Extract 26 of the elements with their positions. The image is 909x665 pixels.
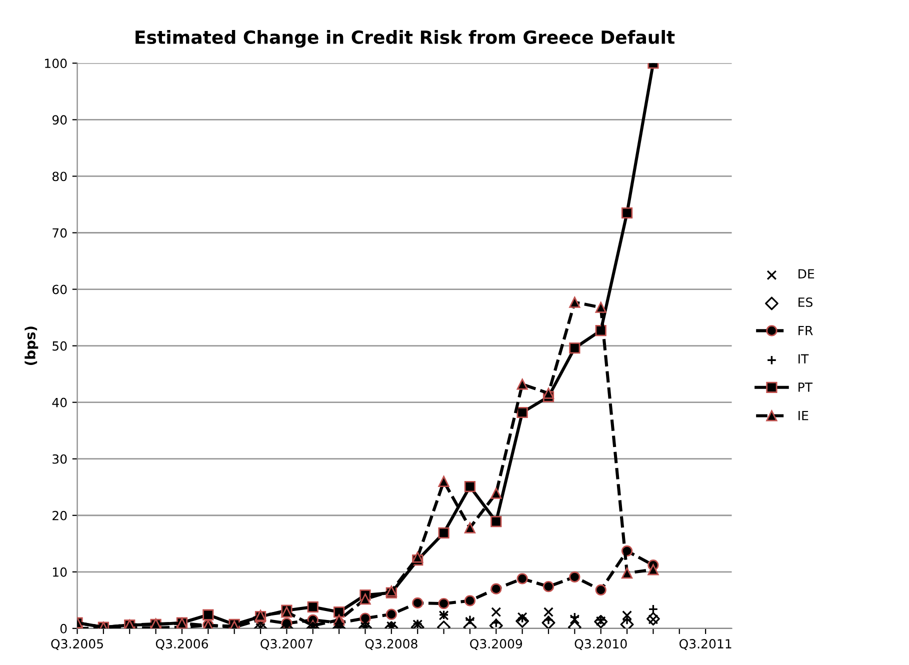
- y-tick-label: 90: [52, 115, 67, 125]
- legend-label: IE: [798, 411, 808, 420]
- y-tick-label: 0: [60, 624, 67, 634]
- x-tick-label: Q3.2008: [365, 639, 418, 650]
- legend-label: FR: [798, 326, 813, 336]
- y-tick-label: 60: [52, 284, 67, 294]
- x-tick-label: Q3.2009: [470, 639, 522, 650]
- y-tick-label: 40: [52, 398, 67, 408]
- legend-label: IT: [798, 354, 809, 364]
- x-tick-label: Q3.2005: [51, 639, 103, 650]
- y-tick-label: 10: [53, 567, 67, 577]
- y-axis-title: (bps): [24, 326, 38, 366]
- x-tick-label: Q3.2006: [156, 639, 208, 650]
- legend-label: DE: [798, 269, 814, 278]
- y-tick-label: 80: [52, 172, 67, 182]
- x-tick-label: Q3.2007: [260, 639, 312, 650]
- y-tick-label: 100: [45, 58, 67, 68]
- x-tick-label: Q3.2011: [679, 639, 732, 650]
- y-tick-label: 70: [52, 228, 67, 238]
- x-tick-label: Q3.2010: [574, 639, 627, 650]
- y-tick-label: 50: [52, 341, 67, 351]
- y-tick-label: 20: [52, 510, 67, 520]
- chart-title: Estimated Change in Credit Risk from Greece Default: [136, 30, 675, 48]
- legend-label: ES: [798, 297, 812, 307]
- legend-label: PT: [798, 382, 813, 392]
- y-tick-label: 30: [52, 454, 67, 464]
